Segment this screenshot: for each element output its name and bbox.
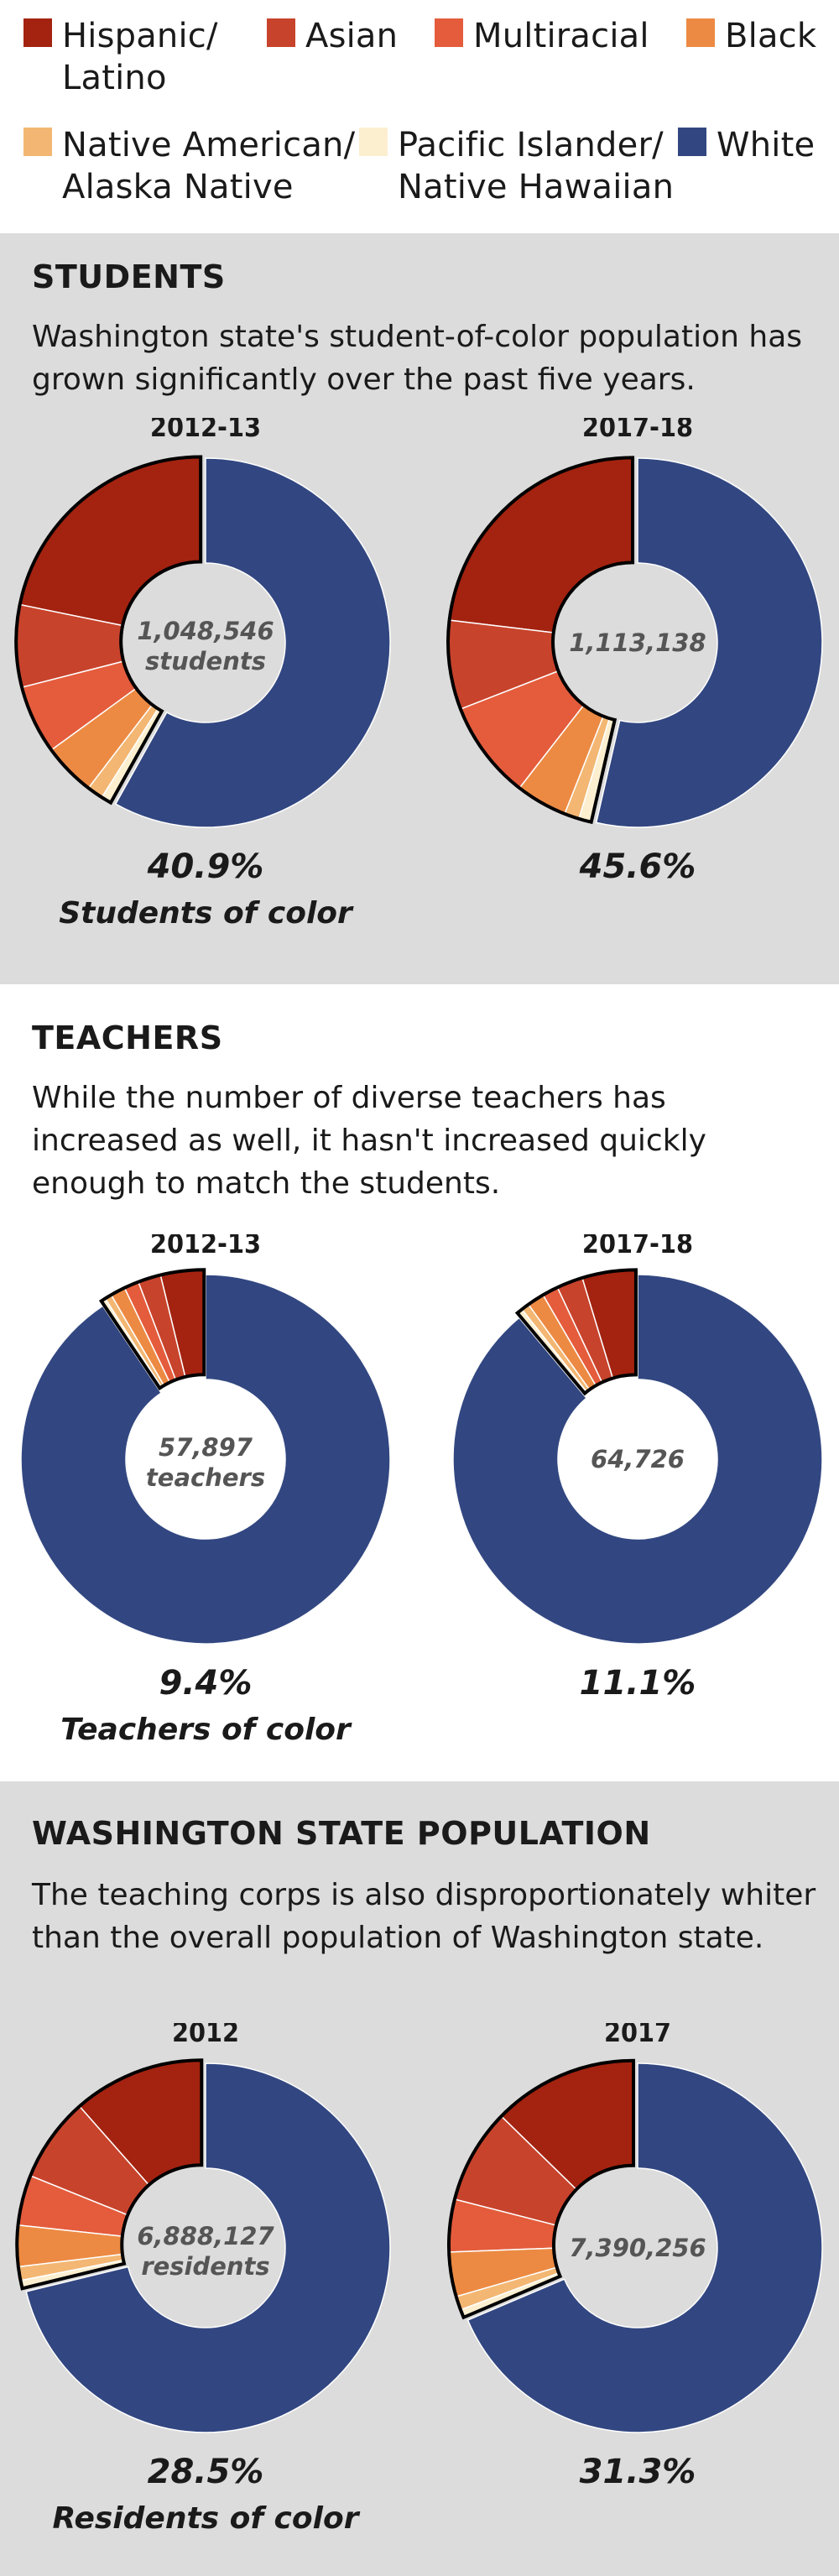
legend-item: Black [686, 15, 816, 57]
section-title: TEACHERS [32, 1019, 223, 1056]
center-total: 1,113,138 [569, 628, 706, 657]
donut-chart: 2017-18 64,726 11.1% [452, 1234, 823, 1703]
legend-swatch [678, 128, 706, 156]
section-description: While the number of diverse teachers has… [32, 1081, 706, 1201]
slice-white [25, 2062, 391, 2433]
percent-of-color: 9.4% [159, 1664, 253, 1703]
slices-of-color [98, 1268, 206, 1391]
chart-year: 2017-18 [582, 418, 693, 443]
chart-year: 2012-13 [150, 1234, 261, 1259]
section-title: WASHINGTON STATE POPULATION [32, 1815, 651, 1852]
slice-white [595, 457, 823, 828]
caption: Residents of color [53, 2501, 361, 2536]
slice-white [20, 1274, 391, 1645]
legend-item: Native American/ Alaska Native [23, 124, 355, 208]
slices-of-color-outline [14, 455, 203, 806]
slices-of-color [14, 455, 203, 806]
slices-of-color [447, 2058, 635, 2320]
slices-of-color-outline [446, 456, 635, 825]
legend-label: White [717, 126, 816, 164]
section-description: Washington state's student-of-color popu… [32, 320, 803, 397]
center-unit: teachers [146, 1463, 265, 1492]
section-washington-state-population: WASHINGTON STATE POPULATION The teaching … [0, 1781, 839, 2576]
percent-of-color: 28.5% [148, 2453, 264, 2491]
legend-item: Multiracial [435, 15, 649, 57]
legend: Hispanic/ Latino Asian Multiracial Black Nat… [0, 0, 839, 233]
legend-swatch [435, 18, 463, 47]
legend-item: White [678, 124, 815, 166]
percent-of-color: 40.9% [147, 847, 264, 886]
legend-item: Asian [267, 15, 398, 57]
section-description: The teaching corps is also disproportion… [32, 1878, 816, 1955]
percent-of-color: 11.1% [580, 1664, 696, 1703]
center-total: 64,726 [591, 1445, 685, 1473]
chart-year: 2012-13 [150, 418, 261, 443]
chart-year: 2017 [604, 2023, 671, 2048]
slices-of-color-outline [447, 2058, 635, 2320]
slices-of-color-outline [514, 1268, 638, 1396]
legend-label: Asian [305, 17, 399, 55]
slices-of-color [15, 2058, 204, 2291]
legend-swatch [23, 128, 52, 156]
chart-year: 2012 [172, 2023, 239, 2048]
chart-year: 2017-18 [582, 1234, 693, 1259]
center-total: 57,897 [159, 1433, 253, 1462]
percent-of-color: 31.3% [580, 2453, 696, 2491]
legend-label: Hispanic/ Latino [62, 17, 218, 97]
center-total: 7,390,256 [569, 2234, 706, 2262]
legend-label: Native American/ Alaska Native [62, 126, 356, 206]
legend-label: Pacific Islander/ Native Hawaiian [398, 126, 675, 206]
legend-swatch [359, 128, 388, 156]
legend-swatch [267, 18, 295, 47]
slices-of-color-outline [15, 2058, 204, 2291]
center-unit: students [145, 647, 266, 675]
center-total: 6,888,127 [137, 2222, 274, 2250]
slice-white [114, 457, 391, 828]
section-teachers: TEACHERS While the number of diverse teac… [0, 984, 839, 1781]
legend-swatch [23, 18, 52, 47]
slice-white [452, 1274, 823, 1645]
legend-label: Multiracial [473, 17, 649, 55]
donut-chart: 2017-18 1,113,138 45.6% [446, 418, 823, 886]
donut-chart: 2017 7,390,256 31.3% [447, 2023, 823, 2491]
percent-of-color: 45.6% [579, 847, 696, 886]
legend-label: Black [725, 17, 817, 55]
caption: Teachers of color [60, 1713, 352, 1747]
center-unit: residents [141, 2252, 269, 2281]
legend-item: Pacific Islander/ Native Hawaiian [359, 124, 674, 208]
slice-white [466, 2062, 823, 2433]
legend-item: Hispanic/ Latino [23, 15, 218, 99]
section-title: STUDENTS [32, 258, 226, 295]
center-total: 1,048,546 [137, 617, 274, 645]
section-students: STUDENTS Washington state's student-of-co… [0, 233, 839, 984]
caption: Students of color [59, 896, 354, 931]
slices-of-color [446, 456, 635, 825]
legend-swatch [686, 18, 715, 47]
slices-of-color-outline [98, 1268, 206, 1391]
slices-of-color [514, 1268, 638, 1396]
